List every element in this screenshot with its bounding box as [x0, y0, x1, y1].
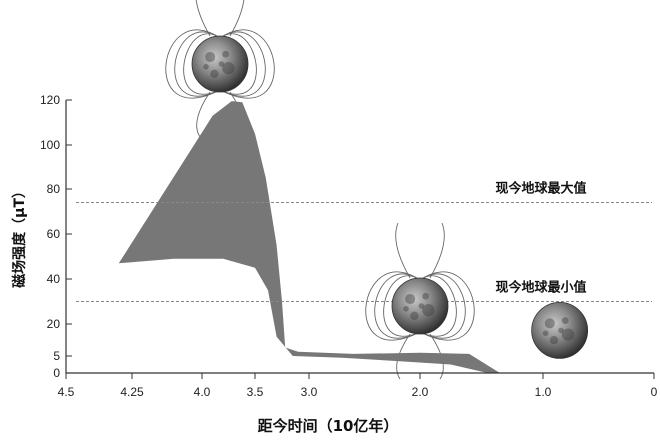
y-tick-label-20: 20: [47, 317, 61, 331]
x-tick-label-4.25: 4.25: [120, 385, 144, 399]
reference-label-1: 现今地球最小值: [495, 280, 586, 296]
y-tick-label-100: 100: [40, 138, 60, 152]
x-tick-label-4.5: 4.5: [58, 385, 75, 399]
intensity-band-layer: [118, 101, 500, 373]
x-tick-label-0: 0: [651, 385, 658, 399]
y-axis-title: 磁场强度（μT）: [11, 184, 28, 288]
x-tick-label-2.0: 2.0: [412, 385, 429, 399]
y-tick-label-5: 5: [53, 349, 60, 363]
moon-weak-field: [391, 277, 449, 335]
axes-layer: 0 5 20 40 60 80 100 120 4.5 4.25 4.0 3.5 3.0 2.0 1.0 0: [40, 93, 658, 399]
moon-strong-field: [191, 35, 249, 93]
moons-layer: [191, 35, 589, 359]
y-tick-label-60: 60: [47, 227, 61, 241]
field-intensity-band: [118, 101, 500, 373]
x-tick-label-4.0: 4.0: [194, 385, 211, 399]
x-axis-title: 距今时间（10亿年）: [258, 417, 399, 435]
x-tick-label-3.0: 3.0: [301, 385, 318, 399]
reference-label-0: 现今地球最大值: [495, 181, 586, 197]
x-tick-label-1.0: 1.0: [535, 385, 552, 399]
y-tick-label-0: 0: [53, 366, 60, 380]
x-tick-label-3.5: 3.5: [247, 385, 264, 399]
y-tick-label-80: 80: [47, 182, 61, 196]
y-tick-label-120: 120: [40, 93, 60, 107]
moon-no-field: [531, 301, 589, 359]
y-tick-label-40: 40: [47, 272, 61, 286]
